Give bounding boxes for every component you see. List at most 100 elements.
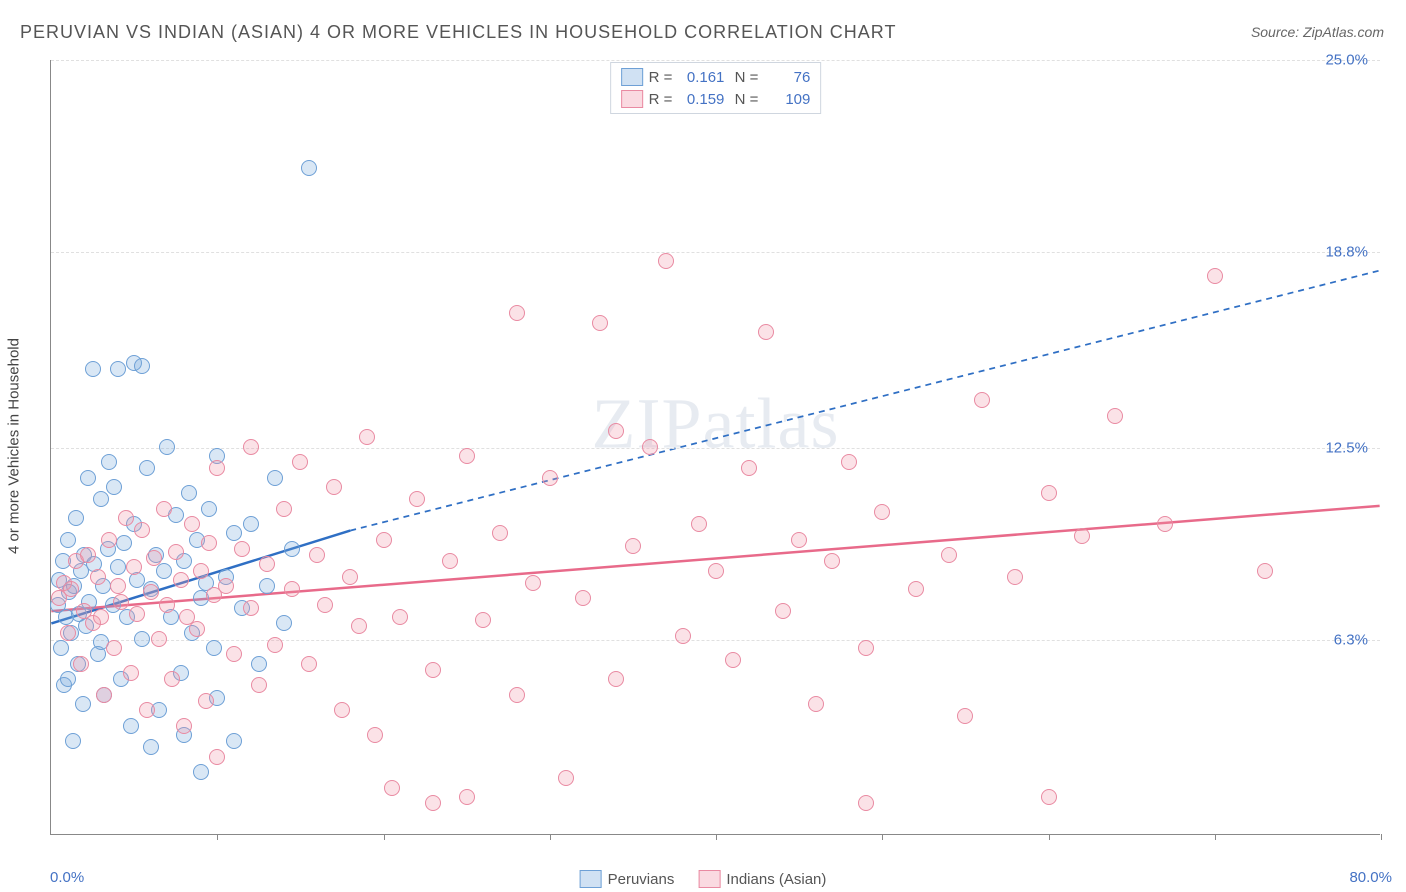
data-point bbox=[459, 789, 475, 805]
data-point bbox=[608, 423, 624, 439]
data-point bbox=[123, 718, 139, 734]
data-point bbox=[1007, 569, 1023, 585]
data-point bbox=[267, 470, 283, 486]
stats-legend-row: R = 0.159 N = 109 bbox=[621, 88, 811, 110]
data-point bbox=[824, 553, 840, 569]
data-point bbox=[68, 510, 84, 526]
data-point bbox=[101, 532, 117, 548]
data-point bbox=[143, 739, 159, 755]
data-point bbox=[181, 485, 197, 501]
stats-legend: R = 0.161 N = 76 R = 0.159 N = 109 bbox=[610, 62, 822, 114]
data-point bbox=[492, 525, 508, 541]
x-tick bbox=[217, 834, 218, 840]
data-point bbox=[425, 795, 441, 811]
source-label: Source: ZipAtlas.com bbox=[1251, 24, 1384, 40]
data-point bbox=[93, 609, 109, 625]
swatch-pink bbox=[621, 90, 643, 108]
data-point bbox=[608, 671, 624, 687]
data-point bbox=[164, 671, 180, 687]
y-tick-label: 18.8% bbox=[1325, 244, 1368, 261]
stat-r: 0.159 bbox=[678, 91, 724, 108]
data-point bbox=[908, 581, 924, 597]
data-point bbox=[139, 460, 155, 476]
data-point bbox=[206, 640, 222, 656]
legend-label: Indians (Asian) bbox=[726, 871, 826, 888]
stat-label: R = bbox=[649, 69, 673, 86]
x-tick bbox=[1049, 834, 1050, 840]
stat-label: N = bbox=[730, 91, 758, 108]
data-point bbox=[284, 581, 300, 597]
data-point bbox=[442, 553, 458, 569]
data-point bbox=[592, 315, 608, 331]
plot-area: ZIPatlas R = 0.161 N = 76 R = 0.159 N = … bbox=[50, 60, 1380, 835]
data-point bbox=[525, 575, 541, 591]
x-tick bbox=[1381, 834, 1382, 840]
data-point bbox=[459, 448, 475, 464]
data-point bbox=[808, 696, 824, 712]
data-point bbox=[1074, 528, 1090, 544]
data-point bbox=[176, 718, 192, 734]
stat-n: 109 bbox=[764, 91, 810, 108]
data-point bbox=[123, 665, 139, 681]
data-point bbox=[218, 578, 234, 594]
data-point bbox=[542, 470, 558, 486]
data-point bbox=[858, 640, 874, 656]
data-point bbox=[376, 532, 392, 548]
data-point bbox=[80, 470, 96, 486]
data-point bbox=[974, 392, 990, 408]
data-point bbox=[251, 677, 267, 693]
data-point bbox=[85, 361, 101, 377]
data-point bbox=[201, 535, 217, 551]
data-point bbox=[858, 795, 874, 811]
data-point bbox=[101, 454, 117, 470]
data-point bbox=[342, 569, 358, 585]
data-point bbox=[209, 749, 225, 765]
data-point bbox=[259, 578, 275, 594]
gridline bbox=[51, 252, 1380, 253]
stats-legend-row: R = 0.161 N = 76 bbox=[621, 66, 811, 88]
data-point bbox=[425, 662, 441, 678]
data-point bbox=[267, 637, 283, 653]
data-point bbox=[957, 708, 973, 724]
data-point bbox=[151, 631, 167, 647]
data-point bbox=[168, 544, 184, 560]
watermark: ZIPatlas bbox=[592, 382, 840, 465]
data-point bbox=[93, 491, 109, 507]
data-point bbox=[284, 541, 300, 557]
gridline bbox=[51, 640, 1380, 641]
x-tick bbox=[716, 834, 717, 840]
y-tick-label: 12.5% bbox=[1325, 439, 1368, 456]
data-point bbox=[1207, 268, 1223, 284]
data-point bbox=[276, 615, 292, 631]
data-point bbox=[675, 628, 691, 644]
data-point bbox=[367, 727, 383, 743]
data-point bbox=[156, 563, 172, 579]
data-point bbox=[134, 522, 150, 538]
data-point bbox=[110, 559, 126, 575]
data-point bbox=[791, 532, 807, 548]
x-axis-end-label: 80.0% bbox=[1349, 869, 1392, 886]
data-point bbox=[226, 525, 242, 541]
data-point bbox=[75, 696, 91, 712]
stat-label: N = bbox=[730, 69, 758, 86]
data-point bbox=[941, 547, 957, 563]
data-point bbox=[251, 656, 267, 672]
legend-label: Peruvians bbox=[608, 871, 675, 888]
data-point bbox=[143, 584, 159, 600]
data-point bbox=[80, 547, 96, 563]
data-point bbox=[226, 733, 242, 749]
data-point bbox=[1107, 408, 1123, 424]
data-point bbox=[317, 597, 333, 613]
data-point bbox=[392, 609, 408, 625]
data-point bbox=[243, 439, 259, 455]
data-point bbox=[156, 501, 172, 517]
data-point bbox=[234, 541, 250, 557]
data-point bbox=[359, 429, 375, 445]
data-point bbox=[129, 606, 145, 622]
data-point bbox=[53, 640, 69, 656]
data-point bbox=[276, 501, 292, 517]
series-legend: Peruvians Indians (Asian) bbox=[580, 870, 827, 888]
data-point bbox=[642, 439, 658, 455]
x-tick bbox=[882, 834, 883, 840]
data-point bbox=[106, 640, 122, 656]
